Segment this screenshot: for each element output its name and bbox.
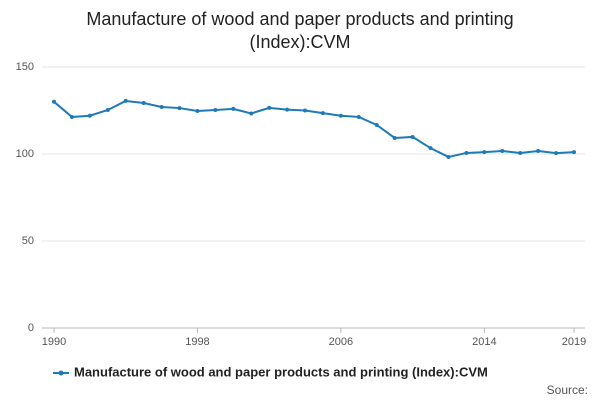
point: [482, 150, 487, 155]
point: [446, 154, 451, 159]
point: [231, 106, 236, 111]
legend-marker: [58, 370, 64, 376]
point: [69, 114, 74, 119]
point: [536, 149, 541, 154]
y-tick-label: 50: [22, 235, 34, 247]
point: [267, 105, 272, 110]
point: [303, 108, 308, 113]
x-tick-label: 2006: [329, 336, 353, 348]
point: [410, 134, 415, 139]
source: Source:: [547, 383, 588, 397]
point: [392, 135, 397, 140]
y-tick-label: 150: [16, 61, 34, 73]
point: [123, 98, 128, 103]
point: [518, 150, 523, 155]
point: [500, 149, 505, 154]
point: [464, 150, 469, 155]
x-tick-label: 1998: [185, 336, 209, 348]
point: [177, 106, 182, 111]
point: [249, 111, 254, 116]
point: [338, 113, 343, 118]
point: [195, 109, 200, 114]
point: [285, 107, 290, 112]
x-tick-label: 2019: [562, 336, 586, 348]
point: [105, 107, 110, 112]
y-tick-label: 100: [16, 148, 34, 160]
point: [87, 113, 92, 118]
point: [52, 99, 56, 104]
legend-label: Manufacture of wood and paper products a…: [74, 364, 488, 379]
point: [320, 111, 325, 116]
x-tick-label: 2014: [472, 336, 496, 348]
point: [159, 105, 164, 110]
y-tick-label: 0: [28, 322, 34, 334]
series-line: [53, 99, 575, 159]
x-tick-label: 1990: [42, 336, 66, 348]
point: [554, 151, 559, 156]
point: [572, 150, 576, 155]
point: [213, 107, 218, 112]
point: [374, 122, 379, 127]
chart-title: Manufacture of wood and paper products a…: [86, 9, 514, 52]
point: [356, 114, 361, 119]
point: [141, 101, 146, 106]
point: [428, 146, 433, 151]
